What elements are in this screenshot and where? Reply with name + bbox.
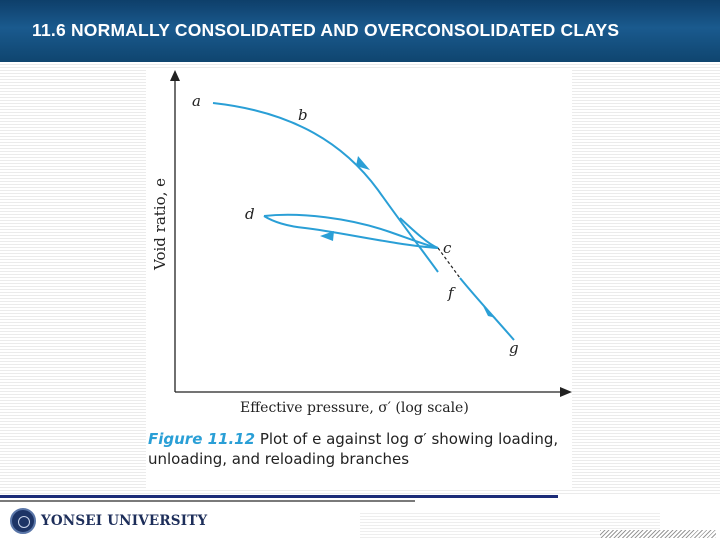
university-name: YONSEI UNIVERSITY [41, 513, 208, 529]
y-axis-label: Void ratio, e [151, 178, 169, 271]
reloading-arrow [483, 306, 496, 318]
unloading-curve [263, 215, 439, 249]
y-axis-arrowhead [170, 70, 180, 81]
caption-text: Plot of e against log σ′ showing loading… [148, 430, 559, 468]
figure-caption: Figure 11.12 Plot of e against log σ′ sh… [148, 429, 566, 469]
reloading-curve [263, 213, 439, 249]
university-seal-icon [10, 508, 36, 534]
footer-rule-grey [0, 500, 415, 502]
figure-panel [146, 70, 572, 490]
loading-curve [212, 102, 439, 273]
point-label-f: f [447, 284, 456, 302]
point-label-a: a [192, 92, 201, 110]
point-label-b: b [298, 106, 308, 124]
x-axis-arrowhead [560, 387, 572, 397]
x-axis-label: Effective pressure, σ′ (log scale) [240, 400, 469, 416]
loading-curve-lower [399, 217, 439, 249]
point-label-c: c [443, 239, 452, 257]
footer-decoration [600, 530, 716, 538]
slide-title: 11.6 NORMALLY CONSOLIDATED AND OVERCONSO… [32, 20, 620, 40]
caption-figure-number: Figure 11.12 [148, 430, 256, 448]
unloading-arrow [320, 231, 334, 241]
point-label-d: d [245, 205, 255, 223]
footer-rule-blue [0, 495, 558, 498]
reloading-continuation-curve [459, 277, 515, 341]
loading-arrow [356, 156, 370, 170]
slide-header: 11.6 NORMALLY CONSOLIDATED AND OVERCONSO… [0, 0, 720, 62]
point-label-g: g [509, 339, 519, 357]
virgin-extension-dashed [437, 247, 461, 279]
